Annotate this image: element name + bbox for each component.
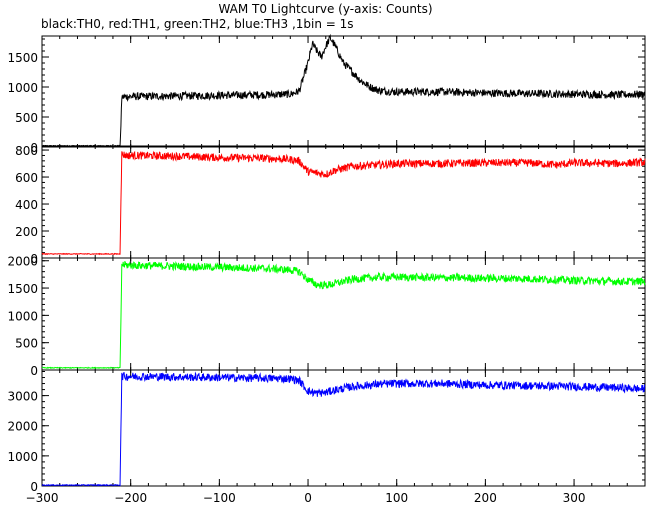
chart-subtitle: black:TH0, red:TH1, green:TH2, blue:TH3 …: [41, 17, 354, 31]
y-tick-label: 1000: [7, 450, 38, 464]
series-line-th1: [41, 150, 646, 256]
y-tick-label: 1000: [7, 81, 38, 95]
panel-frame-th0: [41, 35, 646, 148]
y-tick-label: 0: [30, 141, 38, 155]
panel-frame-th1: [41, 145, 646, 259]
x-tick-label: −200: [114, 491, 147, 505]
y-tick-label: 1000: [7, 309, 38, 323]
series-line-th2: [41, 260, 646, 370]
y-tick-label: 600: [15, 171, 38, 185]
y-tick-label: 800: [15, 144, 38, 158]
x-tick-label: 200: [474, 491, 497, 505]
y-tick-label: 0: [30, 252, 38, 266]
x-tick-label: 300: [563, 491, 586, 505]
y-tick-label: 3000: [7, 390, 38, 404]
x-tick-label: −100: [203, 491, 236, 505]
y-tick-label: 2000: [7, 420, 38, 434]
x-tick-label: 100: [385, 491, 408, 505]
y-tick-label: 0: [30, 480, 38, 494]
series-line-th3: [41, 371, 646, 487]
y-tick-label: 0: [30, 364, 38, 378]
series-line-th0: [41, 33, 646, 148]
panel-frame-th2: [41, 257, 646, 371]
y-tick-label: 500: [15, 337, 38, 351]
chart-title: WAM T0 Lightcurve (y-axis: Counts): [218, 2, 433, 16]
y-tick-label: 2000: [7, 255, 38, 269]
y-tick-label: 1500: [7, 51, 38, 65]
x-tick-label: −300: [26, 491, 59, 505]
y-tick-label: 200: [15, 225, 38, 239]
y-tick-label: 500: [15, 111, 38, 125]
y-tick-label: 400: [15, 198, 38, 212]
panel-frame-th3: [41, 369, 646, 487]
x-tick-label: 0: [304, 491, 312, 505]
y-tick-label: 1500: [7, 282, 38, 296]
